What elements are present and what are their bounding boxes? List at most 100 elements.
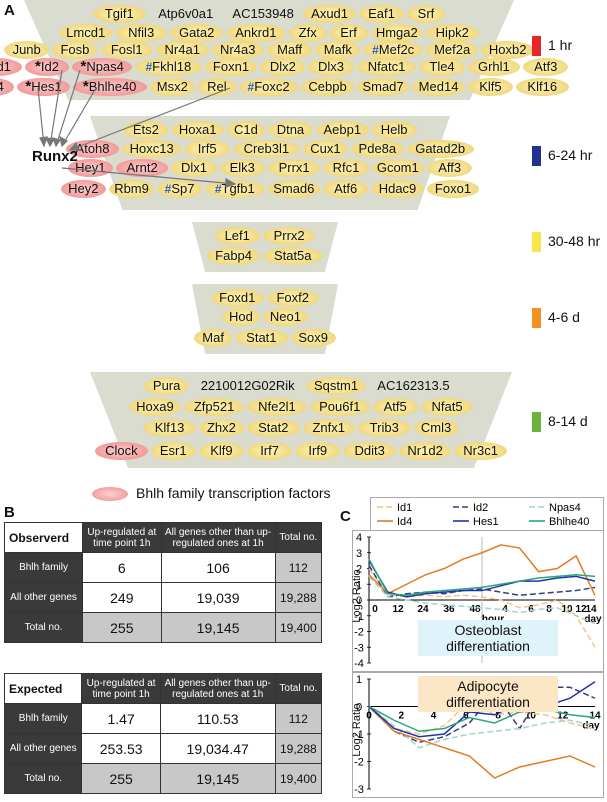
y-tick-label: 0 xyxy=(356,595,362,607)
adipocyte-title: Adipocyte differentiation xyxy=(418,676,558,712)
gene-maff: Maff xyxy=(267,41,313,59)
gene-erf: Erf xyxy=(329,24,368,42)
gene-znfx1: Znfx1 xyxy=(302,419,355,437)
gene-name: Zfx xyxy=(298,25,317,40)
gene-name: Nr4a1 xyxy=(164,42,200,57)
gene-name: 2210012G02Rik xyxy=(200,378,295,393)
expected-row-label: Total no. xyxy=(3,763,83,794)
gene-name: Nfe2l1 xyxy=(258,399,296,414)
gene-name: Foxf2 xyxy=(276,290,309,305)
gene-marker: * xyxy=(35,58,41,75)
x-unit-label: day xyxy=(584,614,602,625)
series-line xyxy=(368,560,596,598)
gene-id2: *Id2 xyxy=(24,58,70,76)
y-tick-label: 0 xyxy=(356,702,362,714)
legend-label: Hes1 xyxy=(473,516,499,528)
x-tick-label: 6 xyxy=(463,711,469,722)
gene-name: Mafk xyxy=(323,42,352,57)
gene-marker: * xyxy=(80,58,86,75)
gene-tgif1: Tgif1 xyxy=(93,5,146,23)
tier-2 xyxy=(192,222,338,272)
gene-name: Hoxa9 xyxy=(136,399,174,414)
y-tick-label: 4 xyxy=(356,532,362,544)
gene-name: Aff3 xyxy=(438,160,462,175)
legend-label: Bhlhe40 xyxy=(549,516,589,528)
gene-hey2: Hey2 xyxy=(60,180,106,198)
runx2-label: Runx2 xyxy=(32,148,78,165)
gene-name: Dlx1 xyxy=(181,160,208,175)
gene-atf6: Atf6 xyxy=(323,180,369,198)
star-marker: * xyxy=(25,78,32,95)
gene-fosl1: Fosl1 xyxy=(100,41,153,59)
expected-cell: 110.53 xyxy=(159,703,276,734)
observed-cell: 249 xyxy=(82,582,162,613)
gene-name: Neo1 xyxy=(269,309,301,324)
gene-creb3l1: Creb3l1 xyxy=(232,140,300,158)
y-tick-label: -4 xyxy=(354,658,364,670)
expected-row-label: All other genes xyxy=(3,733,83,764)
gene-nfat5: Nfat5 xyxy=(420,398,474,416)
gene-stat5a: Stat5a xyxy=(262,247,323,265)
y-tick-label: 1 xyxy=(356,674,362,686)
series-line xyxy=(368,568,596,648)
gene-name: Gcom1 xyxy=(376,160,419,175)
gene-cux1: Cux1 xyxy=(302,140,349,158)
gene-mef2a: Mef2a xyxy=(425,41,479,59)
gene-hipk2: Hipk2 xyxy=(426,24,479,42)
gene-name: Klf16 xyxy=(527,79,558,94)
gene-name: Fosl1 xyxy=(110,42,143,57)
gene-hoxa9: Hoxa9 xyxy=(128,398,182,416)
hash-marker: # xyxy=(145,60,153,74)
gene-marker: * xyxy=(83,78,89,95)
x-tick-label: 10 xyxy=(525,711,537,722)
gene-sox9: Sox9 xyxy=(290,329,336,347)
gene-name: Hdac9 xyxy=(378,181,417,196)
gene-name: Zfp521 xyxy=(193,399,235,414)
expected-cell: 19,288 xyxy=(274,733,323,764)
gene-prrx1: Prrx1 xyxy=(267,159,321,177)
gene-bhlhe40: *Bhlhe40 xyxy=(72,78,147,96)
chart-legend: Id1 Id2 Npas4 Id4 Hes1 Bhlhe40 xyxy=(370,497,604,531)
gene-grhl1: Grhl1 xyxy=(467,58,521,76)
gene-name: Msx2 xyxy=(156,79,188,94)
gene-name: Elk3 xyxy=(229,160,255,175)
gene-name: Atf6 xyxy=(334,181,358,196)
gene-hdac9: Hdac9 xyxy=(371,180,424,198)
gene-name: Prrx1 xyxy=(278,160,310,175)
gene-2210012g02rik: 2210012G02Rik xyxy=(192,377,303,395)
gene-name: Sqstm1 xyxy=(314,378,359,393)
gene-aebp1: Aebp1 xyxy=(316,121,369,139)
gene-eaf1: Eaf1 xyxy=(358,5,405,23)
gene-marker: # xyxy=(248,79,255,94)
chart-legend-svg: Id1 Id2 Npas4 Id4 Hes1 Bhlhe40 xyxy=(377,502,589,528)
gene-name: Lmcd1 xyxy=(66,25,106,40)
series-line xyxy=(368,558,596,597)
x-unit-label: day xyxy=(582,721,600,732)
gene-name: Clock xyxy=(105,443,138,458)
time-bar xyxy=(532,412,541,432)
gene-name: Fkhl18 xyxy=(152,59,192,74)
gene-name: Sp7 xyxy=(171,181,195,196)
gene-name: Hoxc13 xyxy=(129,141,174,156)
gene-name: Stat5a xyxy=(273,248,312,263)
observed-col2: All genes other than up-regulated ones a… xyxy=(160,522,276,553)
gene-aff3: Aff3 xyxy=(427,159,473,177)
gene-npas4: *Npas4 xyxy=(72,58,132,76)
gene-name: Trib3 xyxy=(369,420,399,435)
hash-marker: # xyxy=(372,43,379,57)
y-tick-label: -2 xyxy=(354,627,364,639)
gene-prrx2: Prrx2 xyxy=(262,227,316,245)
gene-neo1: Neo1 xyxy=(262,308,309,326)
y-tick-label: -1 xyxy=(354,611,364,623)
bhlh-legend: Bhlh family transcription factors xyxy=(92,485,331,502)
y-tick-label: -1 xyxy=(354,729,364,741)
gene-sp7: #Sp7 xyxy=(157,180,203,198)
bhlh-legend-text: Bhlh family transcription factors xyxy=(136,485,331,501)
gene-hod: Hod xyxy=(221,308,260,326)
x-tick-label: 12 xyxy=(575,604,587,615)
time-bar xyxy=(532,232,541,252)
gene-name: AC153948 xyxy=(232,6,294,21)
gene-name: Erf xyxy=(340,25,357,40)
gene-mafk: Mafk xyxy=(315,41,361,59)
x-tick-label: 2 xyxy=(399,711,405,722)
